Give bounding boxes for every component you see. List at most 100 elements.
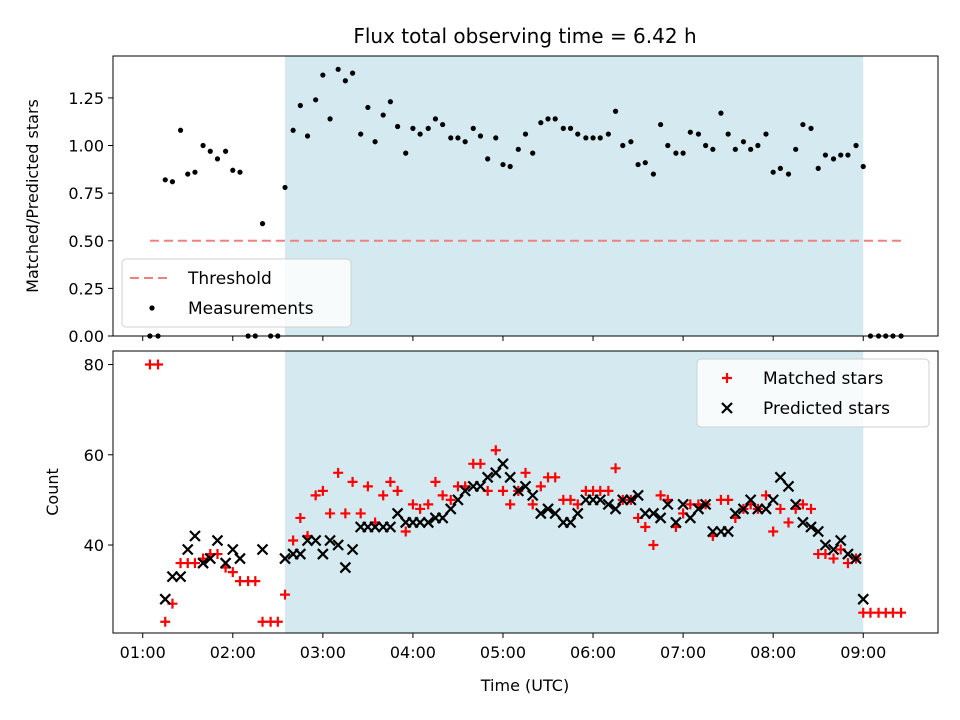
legend-label: Threshold [187,269,272,289]
measurement-point [635,161,641,168]
measurement-point [282,184,288,191]
matched-star-point [325,508,336,519]
x-tick-label: 04:00 [390,643,436,662]
legend: Threshold Measurements [121,258,352,328]
matched-star-point [355,508,366,519]
measurement-point [732,146,738,152]
predicted-star-point [827,543,840,556]
measurement-point [365,104,371,111]
predicted-star-point [850,552,862,565]
matched-star-point [610,463,621,474]
predicted-star-point [422,516,435,529]
measurement-point [304,133,311,139]
measurement-point [703,142,709,149]
measurement-point [440,121,446,128]
x-tick-label: 05:00 [480,643,526,662]
predicted-star-point [571,507,584,520]
predicted-star-point [564,516,577,529]
measurement-point [485,156,491,162]
predicted-star-point [309,534,322,547]
measurement-point [192,169,198,175]
measurement-point [853,142,859,149]
matched-star-point [189,558,200,569]
predicted-star-point [535,507,547,520]
measurement-point [567,125,574,131]
measurement-point [642,160,648,166]
matched-star-point [797,499,808,510]
matched-star-point [806,503,817,514]
measurement-point [349,70,356,76]
x-tick-label: 09:00 [840,643,886,662]
measurement-point [590,135,596,141]
y-tick-label: 0.50 [68,232,104,251]
predicted-star-point [737,503,750,515]
predicted-star-point [504,471,516,484]
measurement-point [320,72,326,78]
measurement-point [493,135,499,141]
legend-label: Measurements [188,299,314,319]
matched-star-point [288,535,299,546]
measurement-point [522,131,529,137]
measurement-point [335,66,341,72]
measurement-point [417,131,423,137]
measurement-point [597,135,603,141]
matched-star-point [415,503,426,514]
measurement-point [605,131,611,137]
predicted-star-point [294,548,307,560]
legend-box [696,358,930,428]
measurement-point [687,129,693,135]
matched-star-point [310,490,321,501]
predicted-star-point [684,512,697,524]
measurement-point [710,146,716,152]
matched-star-point [603,485,614,496]
measurement-point [177,127,184,133]
legend-label: Predicted stars [763,399,890,419]
measurement-point [770,169,776,175]
measurement-point [575,131,581,137]
predicted-star-point [181,543,194,556]
measurement-point [259,221,266,227]
predicted-star-point [729,507,742,520]
predicted-star-point [699,498,712,511]
predicted-star-point [459,485,471,497]
measurement-point [169,179,176,185]
measurement-point [462,139,468,145]
matched-star-point [565,494,576,505]
measurement-point [538,120,544,126]
matched-star-point [497,485,508,496]
measurement-point [214,156,221,162]
matched-star-point [280,589,291,600]
matched-star-point [317,485,328,496]
matched-star-point [520,467,531,478]
matched-star-point [723,494,734,505]
measurement-point [222,148,229,154]
predicted-star-point [219,557,232,569]
predicted-star-point [256,543,269,556]
measurement-point [380,112,386,118]
matched-star-point [445,494,456,505]
measurement-point [657,121,664,128]
measurement-point [552,116,558,122]
measurement-point [673,150,679,156]
matched-star-point [347,476,358,487]
bottom-panel: 40 60 80 01:00 02:00 03:00 04:00 05:00 06:00 07:0… [84,350,939,662]
predicted-star-point [227,543,239,556]
predicted-star-point [481,471,494,484]
measurement-point [200,142,206,149]
predicted-star-point [512,485,525,497]
matched-star-point [385,476,396,487]
measurement-point [583,135,589,141]
predicted-star-point [662,498,674,511]
measurement-point [628,139,634,145]
predicted-star-point [812,525,824,538]
measurement-point [432,116,439,122]
predicted-star-point [789,498,802,511]
predicted-star-point [317,548,329,560]
measurement-point [838,152,844,158]
matched-star-point [153,359,164,370]
measurement-point [327,116,333,122]
predicted-star-point [204,552,217,565]
top-y-axis-label: Matched/Predicted stars [23,99,42,293]
measurement-point [500,161,506,168]
measurement-point [403,150,409,156]
